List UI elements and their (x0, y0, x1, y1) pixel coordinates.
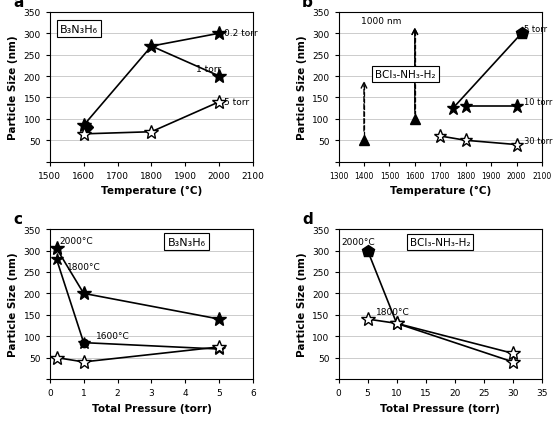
Text: 10 torr: 10 torr (524, 98, 552, 106)
Text: 30 torr: 30 torr (524, 137, 552, 146)
Text: c: c (13, 212, 22, 227)
Text: 2000°C: 2000°C (341, 238, 375, 247)
Text: b: b (302, 0, 313, 10)
Text: B₃N₃H₆: B₃N₃H₆ (168, 237, 206, 247)
X-axis label: Total Pressure (torr): Total Pressure (torr) (91, 403, 211, 413)
Y-axis label: Particle Size (nm): Particle Size (nm) (8, 35, 18, 140)
Text: a: a (13, 0, 24, 10)
Text: 1000 nm: 1000 nm (362, 17, 402, 26)
Y-axis label: Particle Size (nm): Particle Size (nm) (297, 252, 307, 357)
Text: 0.2 torr: 0.2 torr (225, 29, 258, 38)
Text: 1800°C: 1800°C (67, 262, 101, 271)
Text: BCl₃-NH₃-H₂: BCl₃-NH₃-H₂ (410, 237, 470, 247)
Text: 1800°C: 1800°C (377, 307, 410, 316)
Text: 1600°C: 1600°C (96, 331, 129, 340)
Text: 5 torr: 5 torr (524, 25, 547, 34)
Text: 2000°C: 2000°C (59, 236, 93, 245)
X-axis label: Temperature (°C): Temperature (°C) (101, 186, 202, 196)
X-axis label: Total Pressure (torr): Total Pressure (torr) (380, 403, 500, 413)
Text: B₃N₃H₆: B₃N₃H₆ (60, 25, 98, 35)
Text: d: d (302, 212, 312, 227)
Text: 1 torr: 1 torr (196, 65, 221, 74)
Y-axis label: Particle Size (nm): Particle Size (nm) (8, 252, 18, 357)
Y-axis label: Particle Size (nm): Particle Size (nm) (297, 35, 307, 140)
X-axis label: Temperature (°C): Temperature (°C) (390, 186, 491, 196)
Text: 5 torr: 5 torr (225, 98, 249, 107)
Text: BCl₃-NH₃-H₂: BCl₃-NH₃-H₂ (375, 69, 436, 80)
